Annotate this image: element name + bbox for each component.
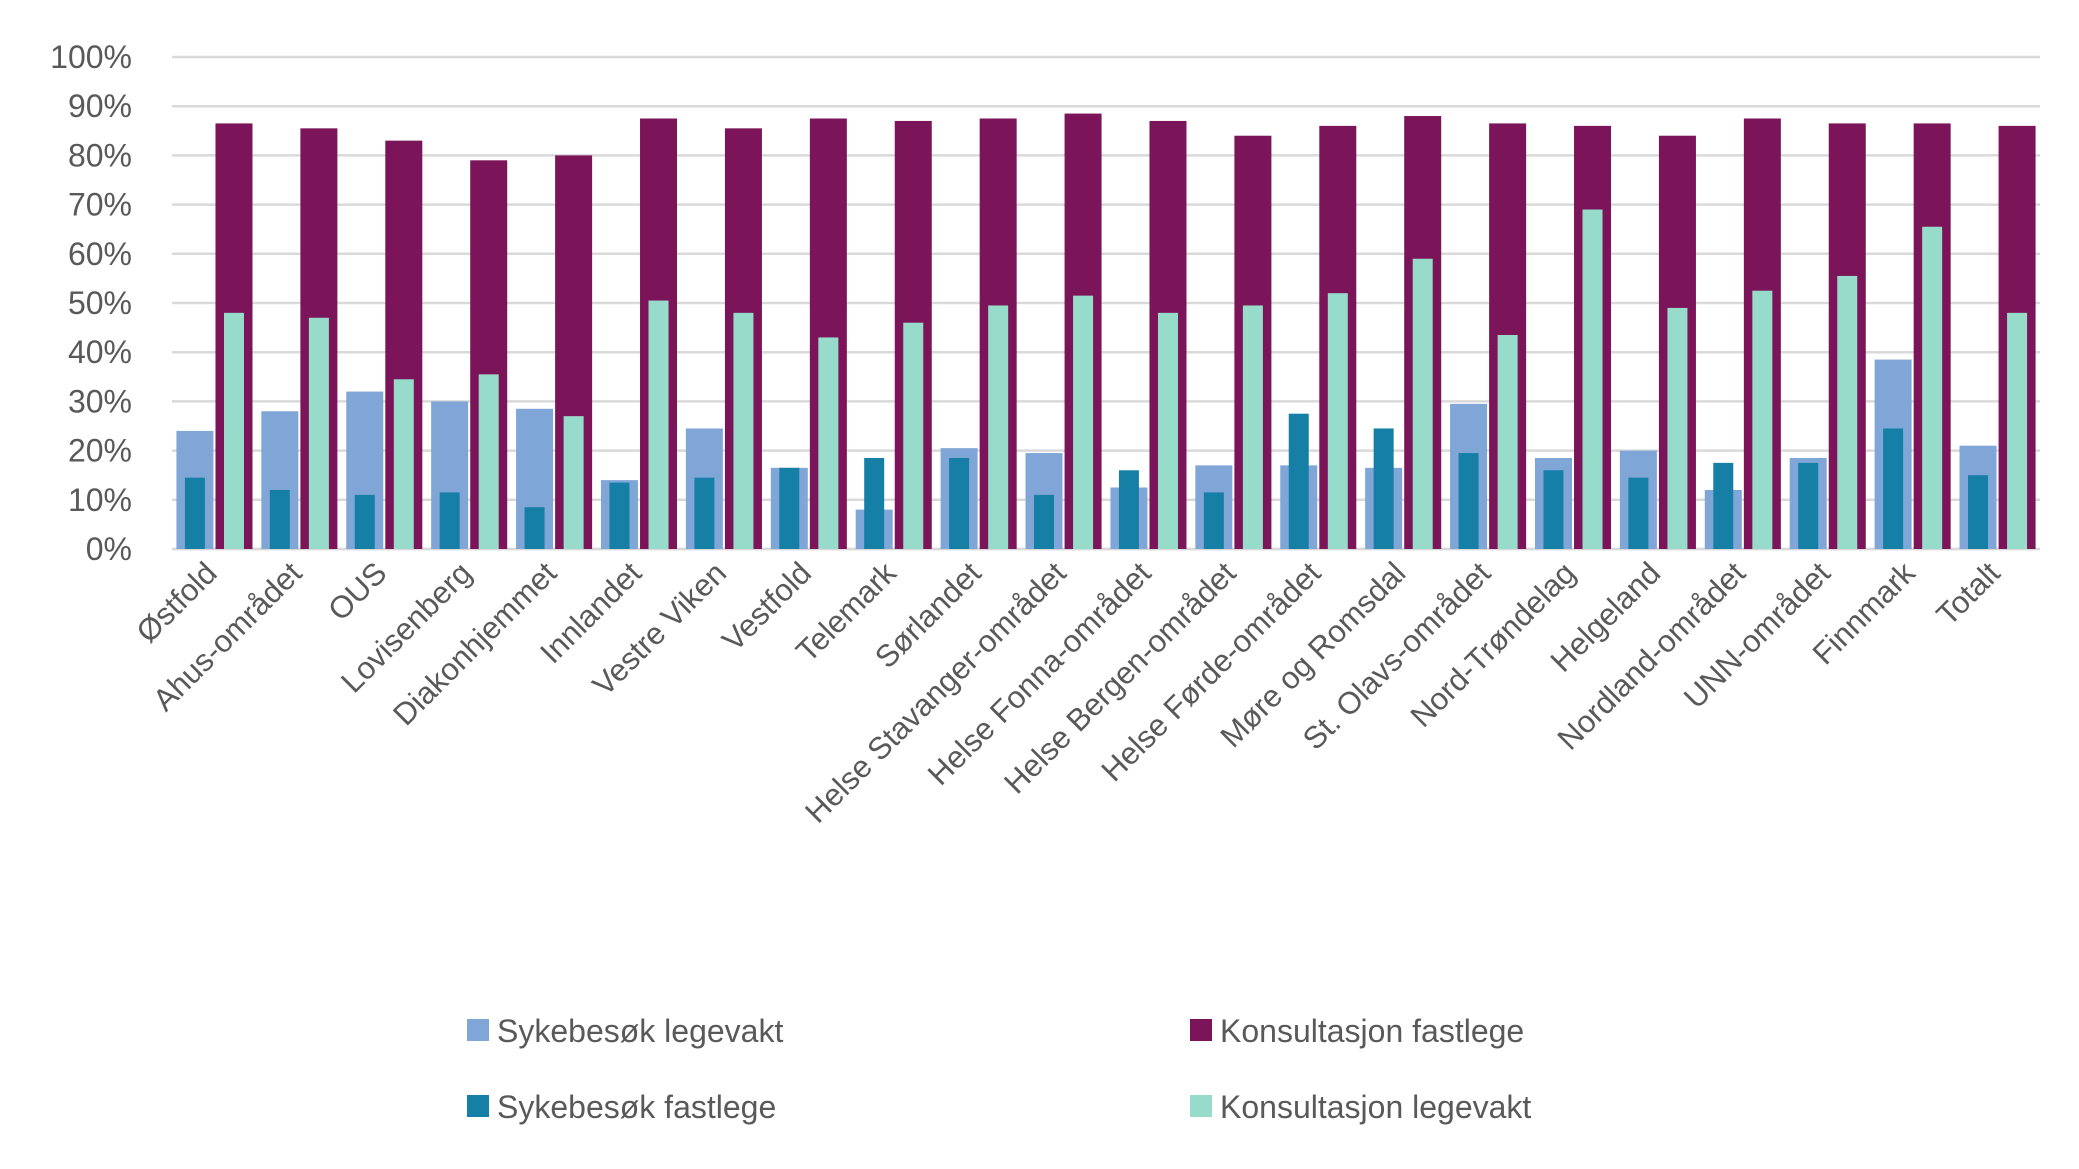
bar-sykebesøk-fastlege: [524, 507, 545, 549]
y-tick-label: 30%: [68, 383, 132, 419]
y-tick-label: 0%: [86, 531, 132, 567]
bar-konsultasjon-legevakt: [1922, 226, 1943, 550]
y-tick-label: 50%: [68, 285, 132, 321]
bar-sykebesøk-fastlege: [1968, 475, 1989, 549]
bar-konsultasjon-legevakt: [818, 337, 839, 549]
bar-sykebesøk-fastlege: [694, 477, 715, 549]
y-tick-label: 100%: [50, 39, 132, 75]
bar-konsultasjon-legevakt: [393, 379, 414, 549]
y-tick-label: 60%: [68, 236, 132, 272]
bar-konsultasjon-legevakt: [648, 300, 669, 549]
bar-konsultasjon-legevakt: [223, 312, 244, 549]
bar-sykebesøk-fastlege: [354, 494, 375, 549]
y-axis-ticks: 0% 10% 20% 30% 40% 50% 60% 70% 80% 90% 100%: [50, 39, 132, 567]
y-tick-label: 90%: [68, 88, 132, 124]
bar-sykebesøk-fastlege: [1118, 470, 1139, 549]
bar-konsultasjon-legevakt: [1073, 295, 1094, 549]
bar-konsultasjon-legevakt: [1837, 275, 1858, 549]
bar-sykebesøk-fastlege: [1798, 462, 1819, 549]
bar-konsultasjon-legevakt: [988, 305, 1009, 549]
y-tick-label: 70%: [68, 187, 132, 223]
bar-sykebesøk-fastlege: [184, 477, 205, 549]
x-tick-label: Ahus-området: [146, 555, 309, 718]
bar-sykebesøk-fastlege: [439, 492, 460, 549]
bar-konsultasjon-legevakt: [1497, 334, 1518, 549]
bar-konsultasjon-legevakt: [308, 317, 329, 549]
bar-sykebesøk-fastlege: [1373, 428, 1394, 549]
bar-konsultasjon-legevakt: [733, 312, 754, 549]
bar-sykebesøk-fastlege: [1288, 413, 1309, 549]
bar-sykebesøk-fastlege: [864, 457, 885, 549]
bar-konsultasjon-legevakt: [1412, 258, 1433, 549]
legend-item: Sykebesøk legevakt: [467, 1013, 783, 1049]
bar-konsultasjon-legevakt: [1582, 209, 1603, 549]
x-tick-label: OUS: [321, 555, 393, 627]
legend-label: Konsultasjon fastlege: [1220, 1013, 1524, 1049]
y-tick-label: 20%: [68, 433, 132, 469]
legend-label: Sykebesøk legevakt: [497, 1013, 783, 1049]
bar-konsultasjon-legevakt: [1242, 305, 1263, 549]
bar-sykebesøk-fastlege: [609, 482, 630, 549]
y-tick-label: 80%: [68, 137, 132, 173]
x-tick-label: UNN-området: [1677, 555, 1837, 715]
bar-konsultasjon-legevakt: [1327, 293, 1348, 549]
legend-swatch: [467, 1019, 489, 1041]
bar-konsultasjon-legevakt: [478, 374, 499, 549]
y-tick-label: 40%: [68, 334, 132, 370]
bar-konsultasjon-legevakt: [2007, 312, 2028, 549]
bar-sykebesøk-fastlege: [1883, 428, 1904, 549]
legend-swatch: [1190, 1095, 1212, 1117]
bar-sykebesøk-fastlege: [269, 489, 290, 549]
bar-sykebesøk-fastlege: [949, 457, 970, 549]
bars: [176, 113, 2036, 550]
legend-label: Konsultasjon legevakt: [1220, 1089, 1531, 1125]
bar-sykebesøk-fastlege: [779, 467, 800, 549]
y-tick-label: 10%: [68, 482, 132, 518]
legend-swatch: [1190, 1019, 1212, 1041]
legend-label: Sykebesøk fastlege: [497, 1089, 776, 1125]
bar-konsultasjon-legevakt: [903, 322, 924, 549]
legend-item: Konsultasjon fastlege: [1190, 1013, 1524, 1049]
legend: Sykebesøk legevakt Konsultasjon fastlege S…: [467, 1013, 1531, 1125]
x-tick-label: Totalt: [1930, 555, 2007, 632]
bar-sykebesøk-fastlege: [1034, 494, 1055, 549]
bar-sykebesøk-fastlege: [1543, 470, 1564, 549]
bar-konsultasjon-legevakt: [1157, 312, 1178, 549]
legend-item: Konsultasjon legevakt: [1190, 1089, 1531, 1125]
bar-sykebesøk-fastlege: [1628, 477, 1649, 549]
bar-konsultasjon-legevakt: [1752, 290, 1773, 549]
bar-konsultasjon-legevakt: [563, 416, 584, 549]
legend-swatch: [467, 1095, 489, 1117]
bar-sykebesøk-fastlege: [1458, 453, 1479, 549]
legend-item: Sykebesøk fastlege: [467, 1089, 776, 1125]
bar-sykebesøk-fastlege: [1713, 462, 1734, 549]
bar-sykebesøk-fastlege: [1203, 492, 1224, 549]
bar-konsultasjon-legevakt: [1667, 307, 1688, 549]
